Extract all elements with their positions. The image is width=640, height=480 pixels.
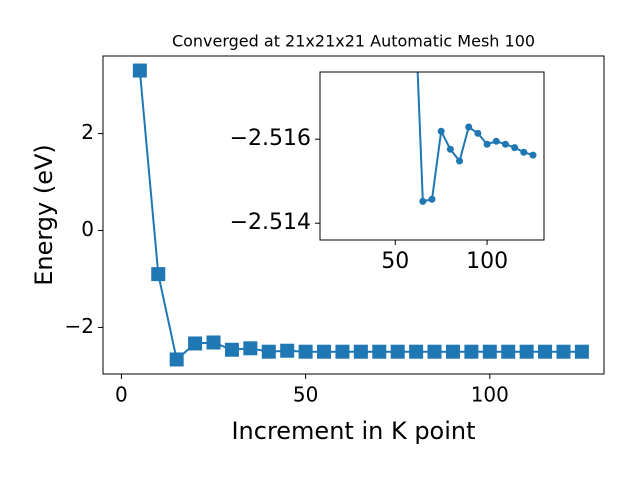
marker <box>390 344 405 359</box>
marker <box>419 197 427 205</box>
marker <box>243 341 258 356</box>
chart-title: Converged at 21x21x21 Automatic Mesh 100 <box>172 32 535 51</box>
marker <box>280 343 295 358</box>
marker <box>206 335 221 350</box>
x-tick-label: 0 <box>115 383 128 407</box>
y-tick-label: −2.514 <box>230 210 311 235</box>
marker <box>335 344 350 359</box>
marker <box>519 344 534 359</box>
marker <box>298 344 313 359</box>
marker <box>188 336 203 351</box>
marker <box>428 195 436 203</box>
axes-background <box>320 72 544 240</box>
axes-frame <box>319 71 545 241</box>
marker <box>501 344 516 359</box>
marker <box>538 344 553 359</box>
marker <box>132 63 147 78</box>
x-tick-label: 50 <box>293 383 318 407</box>
marker <box>317 344 332 359</box>
marker <box>465 123 473 131</box>
marker <box>474 129 482 137</box>
marker <box>574 344 589 359</box>
y-tick-label: 0 <box>81 217 94 241</box>
marker <box>529 151 537 159</box>
y-tick-label: 2 <box>81 120 94 144</box>
marker <box>437 127 445 135</box>
marker <box>445 344 460 359</box>
axes-frame <box>102 55 605 375</box>
marker <box>427 344 442 359</box>
marker <box>409 344 424 359</box>
marker <box>372 344 387 359</box>
marker <box>520 148 528 156</box>
x-tick-label: 100 <box>471 383 509 407</box>
marker <box>353 344 368 359</box>
y-axis-label: Energy (eV) <box>30 144 58 286</box>
y-tick-label: −2 <box>65 314 94 338</box>
marker <box>556 344 571 359</box>
axes: 50 100 −2.516 −2.514 <box>230 71 545 274</box>
marker <box>483 140 491 148</box>
marker <box>464 344 479 359</box>
marker <box>261 344 276 359</box>
marker <box>456 157 464 165</box>
marker <box>224 342 239 357</box>
marker <box>446 145 454 153</box>
x-tick-label: 50 <box>381 249 409 274</box>
x-axis-label: Increment in K point <box>231 417 475 445</box>
y-tick-label: −2.516 <box>230 126 311 151</box>
marker <box>169 352 184 367</box>
marker <box>501 140 509 148</box>
marker <box>492 137 500 145</box>
x-tick-label: 100 <box>466 249 508 274</box>
marker <box>511 144 519 152</box>
marker <box>482 344 497 359</box>
marker <box>151 267 166 282</box>
